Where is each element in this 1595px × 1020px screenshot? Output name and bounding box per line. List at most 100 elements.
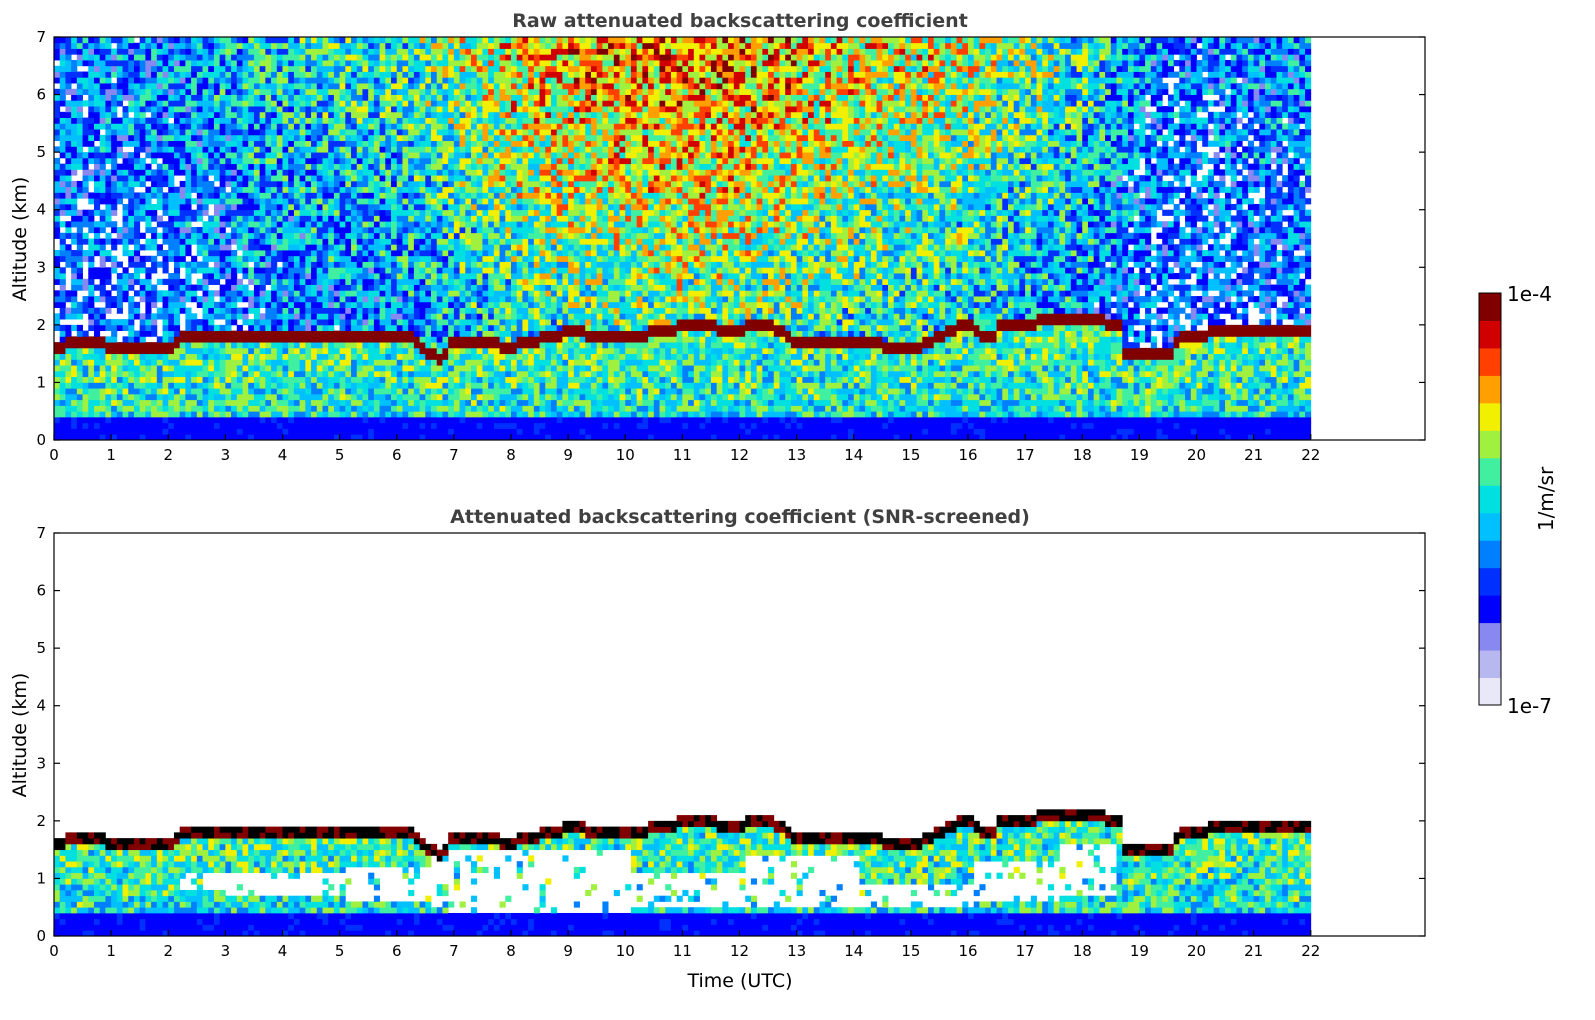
- heatmap-cell: [316, 42, 323, 49]
- heatmap-cell: [402, 365, 409, 372]
- heatmap-cell: [282, 411, 289, 418]
- heatmap-cell: [71, 353, 78, 360]
- heatmap-cell: [431, 255, 438, 262]
- heatmap-cell: [391, 370, 398, 378]
- heatmap-cell: [116, 324, 123, 332]
- heatmap-cell: [288, 42, 295, 49]
- heatmap-cell: [116, 169, 123, 176]
- heatmap-cell: [333, 313, 341, 320]
- heatmap-cell: [299, 37, 306, 44]
- heatmap-cell: [368, 226, 375, 234]
- heatmap-cell: [208, 353, 215, 360]
- heatmap-cell: [99, 117, 106, 124]
- heatmap-cell: [322, 221, 329, 228]
- heatmap-cell: [65, 157, 72, 165]
- heatmap-cell: [453, 48, 460, 55]
- heatmap-cell: [105, 267, 112, 274]
- heatmap-cell: [476, 278, 483, 285]
- heatmap-cell: [293, 324, 301, 332]
- heatmap-cell: [191, 175, 198, 182]
- heatmap-cell: [402, 60, 409, 67]
- heatmap-cell: [448, 232, 455, 239]
- heatmap-cell: [196, 77, 203, 84]
- heatmap-cell: [122, 411, 129, 418]
- heatmap-cell: [316, 100, 323, 107]
- heatmap-cell: [82, 232, 89, 239]
- heatmap-cell: [128, 48, 135, 55]
- heatmap-cell: [151, 157, 158, 165]
- heatmap-cell: [345, 347, 352, 355]
- heatmap-cell: [299, 290, 306, 297]
- heatmap-cell: [322, 347, 329, 355]
- heatmap-cell: [476, 215, 483, 222]
- heatmap-cell: [396, 324, 403, 332]
- heatmap-cell: [162, 250, 169, 257]
- heatmap-cell: [368, 342, 375, 349]
- heatmap-cell: [133, 157, 141, 165]
- heatmap-cell: [231, 388, 238, 395]
- heatmap-cell: [139, 65, 146, 72]
- heatmap-cell: [225, 296, 232, 303]
- heatmap-cell: [391, 192, 398, 199]
- heatmap-cell: [333, 48, 341, 55]
- heatmap-cell: [156, 399, 163, 406]
- heatmap-cell: [202, 198, 209, 205]
- heatmap-cell: [242, 226, 249, 234]
- heatmap-cell: [391, 54, 398, 61]
- heatmap-cell: [202, 94, 209, 101]
- heatmap-cell: [202, 353, 209, 360]
- heatmap-cell: [225, 192, 232, 199]
- heatmap-cell: [105, 117, 112, 124]
- heatmap-cell: [253, 42, 261, 49]
- heatmap-cell: [168, 77, 175, 84]
- heatmap-cell: [99, 175, 106, 182]
- heatmap-cell: [88, 376, 95, 383]
- heatmap-cell: [242, 37, 249, 44]
- heatmap-cell: [71, 347, 78, 355]
- heatmap-cell: [391, 336, 398, 343]
- heatmap-cell: [425, 71, 432, 78]
- heatmap-cell: [333, 290, 341, 297]
- heatmap-cell: [282, 428, 289, 435]
- heatmap-cell: [122, 48, 129, 55]
- heatmap-cell: [65, 134, 72, 142]
- heatmap-cell: [99, 324, 106, 332]
- heatmap-cell: [59, 54, 66, 61]
- heatmap-cell: [213, 60, 221, 67]
- heatmap-cell: [305, 244, 312, 251]
- heatmap-cell: [179, 100, 186, 107]
- heatmap-cell: [236, 106, 243, 113]
- heatmap-cell: [408, 37, 415, 44]
- heatmap-cell: [351, 169, 358, 176]
- heatmap-cell: [425, 347, 432, 355]
- heatmap-cell: [111, 342, 118, 349]
- heatmap-cell: [408, 244, 415, 251]
- heatmap-cell: [333, 244, 341, 251]
- heatmap-cell: [385, 411, 392, 418]
- heatmap-cell: [253, 324, 261, 332]
- heatmap-cell: [413, 342, 420, 349]
- heatmap-cell: [196, 152, 203, 159]
- heatmap-cell: [242, 393, 249, 401]
- heatmap-cell: [76, 370, 83, 378]
- heatmap-cell: [248, 250, 255, 257]
- heatmap-cell: [208, 71, 215, 78]
- heatmap-cell: [413, 48, 420, 55]
- heatmap-cell: [122, 347, 129, 355]
- heatmap-cell: [328, 434, 335, 441]
- heatmap-cell: [339, 365, 346, 372]
- heatmap-cell: [425, 83, 432, 90]
- heatmap-cell: [88, 359, 95, 366]
- heatmap-cell: [413, 250, 420, 257]
- heatmap-cell: [311, 307, 318, 314]
- heatmap-cell: [116, 353, 123, 360]
- heatmap-cell: [282, 342, 289, 349]
- heatmap-cell: [116, 301, 123, 308]
- heatmap-cell: [111, 129, 118, 136]
- heatmap-cell: [453, 416, 460, 424]
- heatmap-cell: [236, 261, 243, 268]
- heatmap-cell: [471, 382, 478, 389]
- heatmap-cell: [402, 238, 409, 245]
- heatmap-cell: [208, 88, 215, 95]
- heatmap-cell: [242, 353, 249, 360]
